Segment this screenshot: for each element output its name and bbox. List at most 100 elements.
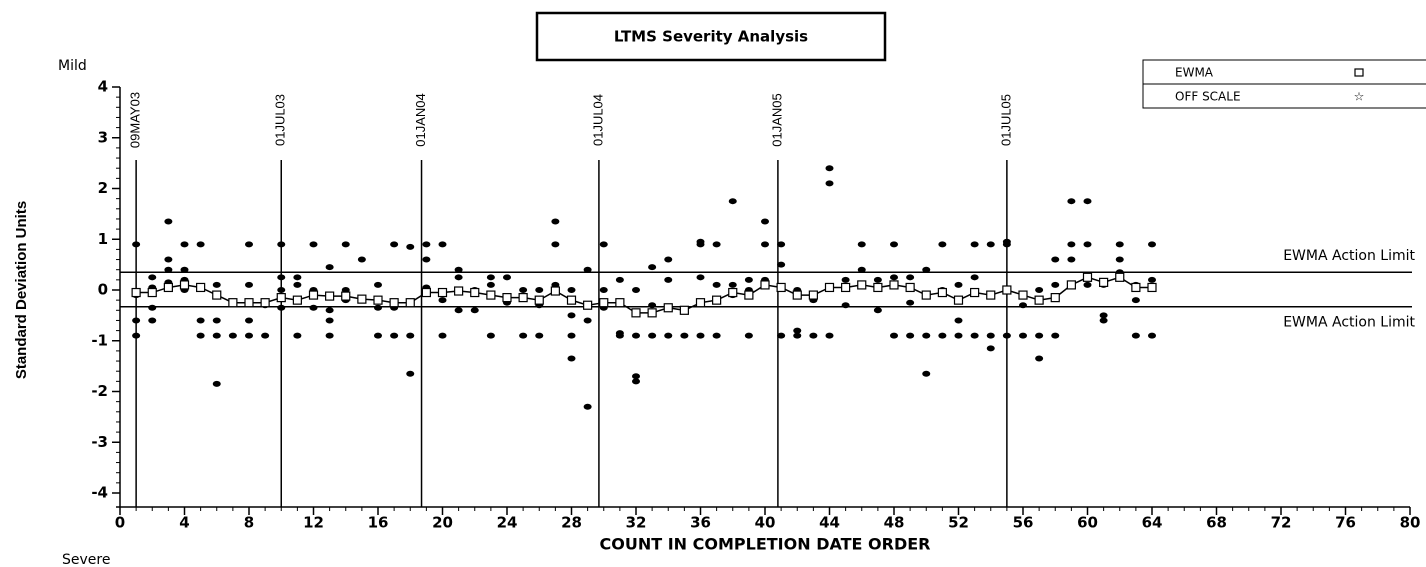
test-point — [293, 274, 302, 281]
test-point — [583, 317, 592, 324]
ewma-marker — [196, 282, 206, 293]
test-point — [325, 317, 334, 324]
ewma-marker — [131, 287, 141, 298]
test-point — [1148, 332, 1156, 339]
ewma-marker — [470, 287, 480, 298]
test-point — [438, 332, 447, 339]
date-label: 01JUL05 — [998, 94, 1013, 146]
test-point — [438, 241, 447, 248]
test-point — [164, 266, 173, 273]
ewma-marker — [502, 293, 512, 303]
ewma-marker — [889, 280, 899, 290]
test-point — [825, 180, 834, 187]
test-point — [164, 218, 173, 225]
test-point — [212, 281, 221, 288]
test-point — [599, 287, 608, 293]
test-point — [212, 332, 221, 339]
test-point — [245, 241, 253, 248]
test-point — [277, 304, 286, 311]
ewma-marker — [179, 280, 190, 290]
ewma-line — [136, 276, 1152, 314]
test-point — [1051, 332, 1060, 339]
test-point — [212, 317, 221, 324]
test-point — [567, 287, 576, 293]
test-point — [712, 241, 721, 248]
test-point — [245, 317, 253, 324]
ewma-marker — [953, 295, 964, 305]
test-point — [680, 332, 689, 339]
test-point — [245, 281, 253, 288]
test-point — [793, 327, 802, 334]
test-point — [1099, 317, 1108, 324]
ewma-marker — [292, 295, 302, 305]
ewma-marker — [341, 291, 351, 301]
test-point — [196, 317, 205, 324]
test-point — [890, 332, 898, 339]
x-tick-label: 64 — [1142, 514, 1163, 532]
test-point — [1019, 332, 1027, 339]
test-point — [664, 276, 673, 283]
test-point — [164, 256, 173, 263]
test-point — [1115, 256, 1124, 263]
test-point — [470, 307, 479, 314]
test-point — [696, 274, 705, 281]
date-label: 01JUL04 — [590, 94, 605, 146]
test-point — [293, 281, 302, 288]
test-point — [696, 241, 705, 248]
ewma-marker — [228, 298, 238, 308]
test-point — [615, 276, 624, 283]
test-point — [519, 287, 528, 293]
test-point — [648, 264, 657, 271]
test-point — [1083, 281, 1092, 288]
ewma-marker — [244, 298, 254, 308]
test-point — [1083, 198, 1092, 205]
test-point — [567, 332, 576, 339]
x-tick-label: 20 — [432, 514, 453, 532]
ewma-marker — [583, 300, 593, 310]
ewma-marker — [857, 280, 867, 290]
x-tick-label: 0 — [115, 514, 125, 532]
ewma-marker — [986, 290, 996, 300]
top-label: Mild — [58, 58, 87, 74]
test-point — [1083, 241, 1092, 248]
test-point — [277, 287, 286, 293]
test-point — [180, 266, 189, 273]
test-point — [922, 370, 931, 377]
test-point — [309, 241, 318, 248]
test-point — [664, 256, 673, 263]
test-point — [744, 332, 753, 339]
test-point — [1035, 355, 1044, 362]
ewma-marker — [389, 298, 399, 308]
test-point — [583, 266, 592, 273]
test-point — [664, 332, 673, 339]
ewma-marker — [1147, 282, 1157, 293]
test-point — [374, 332, 382, 339]
test-point — [325, 307, 334, 314]
test-point — [906, 332, 915, 339]
test-point — [390, 332, 399, 339]
test-point — [712, 332, 721, 339]
test-point — [712, 281, 721, 288]
test-point — [180, 241, 189, 248]
test-point — [986, 345, 995, 352]
test-point — [841, 276, 850, 283]
ewma-marker — [437, 287, 448, 298]
date-label: 09MAY03 — [128, 92, 143, 148]
test-point — [632, 373, 640, 380]
test-point — [761, 218, 769, 225]
test-point — [406, 243, 415, 250]
ewma-marker — [873, 282, 883, 293]
test-point — [438, 297, 447, 304]
y-tick-label: 4 — [98, 78, 108, 96]
test-point — [196, 241, 205, 248]
test-point — [938, 241, 947, 248]
ewma-marker — [550, 286, 560, 296]
x-tick-label: 76 — [1335, 514, 1356, 532]
ewma-marker — [212, 290, 222, 300]
test-point — [1051, 281, 1060, 288]
ewma-marker — [631, 308, 641, 318]
test-point — [406, 332, 415, 339]
ewma-marker — [1066, 280, 1076, 290]
test-point — [648, 332, 657, 339]
test-point — [890, 274, 898, 281]
